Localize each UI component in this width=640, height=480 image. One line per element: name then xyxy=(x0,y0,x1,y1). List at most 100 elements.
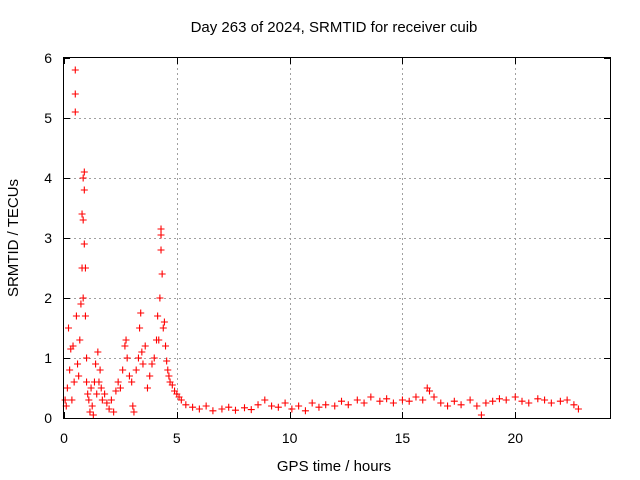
data-point xyxy=(76,336,84,344)
data-point xyxy=(225,403,233,411)
data-point xyxy=(96,366,104,374)
data-point xyxy=(81,312,89,320)
data-point xyxy=(288,405,296,413)
data-point xyxy=(412,393,420,401)
data-point xyxy=(182,401,190,409)
data-point xyxy=(84,390,92,398)
data-point xyxy=(308,399,316,407)
data-point xyxy=(240,404,248,412)
data-point xyxy=(268,402,276,410)
data-point xyxy=(367,393,375,401)
data-point xyxy=(518,397,526,405)
data-point xyxy=(189,403,197,411)
data-point xyxy=(101,390,109,398)
data-point xyxy=(79,216,87,224)
y-tick-label: 0 xyxy=(44,410,52,426)
data-point xyxy=(157,246,165,254)
data-point xyxy=(94,348,102,356)
data-point xyxy=(383,395,391,403)
data-point xyxy=(72,312,80,320)
data-point xyxy=(331,402,339,410)
data-point xyxy=(75,372,83,380)
data-point xyxy=(159,324,167,332)
data-point xyxy=(389,399,397,407)
data-point xyxy=(89,411,97,419)
data-point xyxy=(123,354,131,362)
data-point xyxy=(495,395,503,403)
data-point xyxy=(157,225,165,233)
data-point xyxy=(87,384,95,392)
data-point xyxy=(547,399,555,407)
data-point xyxy=(376,397,384,405)
data-point xyxy=(116,384,124,392)
data-point xyxy=(322,401,330,409)
x-tick-label: 10 xyxy=(282,430,298,446)
data-point xyxy=(134,354,142,362)
x-axis-label: GPS time / hours xyxy=(277,458,391,475)
data-point xyxy=(563,396,571,404)
data-point xyxy=(114,378,122,386)
data-point xyxy=(78,210,86,218)
data-point xyxy=(119,366,127,374)
data-point xyxy=(261,396,269,404)
data-point xyxy=(353,396,361,404)
data-point xyxy=(125,372,133,380)
data-point xyxy=(130,408,138,416)
data-point xyxy=(437,399,445,407)
data-point xyxy=(105,405,113,413)
data-point xyxy=(405,397,413,405)
data-point xyxy=(541,396,549,404)
data-point xyxy=(473,402,481,410)
data-point xyxy=(274,403,282,411)
data-point xyxy=(154,312,162,320)
tick-labels: 0 5 10 15 20 0 1 2 3 4 5 6 xyxy=(44,50,523,446)
data-point xyxy=(95,378,103,386)
data-point xyxy=(218,405,226,413)
data-point xyxy=(247,406,255,414)
data-point xyxy=(398,396,406,404)
data-point xyxy=(315,403,323,411)
data-point xyxy=(92,360,100,368)
data-point xyxy=(477,411,485,419)
data-point xyxy=(419,396,427,404)
data-point xyxy=(81,264,89,272)
data-point xyxy=(77,300,85,308)
data-point xyxy=(86,408,94,416)
x-tick-label: 20 xyxy=(507,430,523,446)
data-point xyxy=(163,357,171,365)
data-point xyxy=(136,324,144,332)
data-point xyxy=(482,399,490,407)
data-point xyxy=(511,393,519,401)
data-point xyxy=(71,66,79,74)
data-point xyxy=(148,360,156,368)
data-point xyxy=(63,384,71,392)
data-point xyxy=(68,396,76,404)
data-point xyxy=(209,407,217,415)
data-point xyxy=(88,402,96,410)
data-point xyxy=(122,336,130,344)
data-point xyxy=(83,354,91,362)
y-tick-label: 6 xyxy=(44,50,52,66)
data-point xyxy=(466,396,474,404)
data-point xyxy=(141,342,149,350)
data-point xyxy=(103,399,111,407)
data-point xyxy=(137,309,145,317)
data-point xyxy=(93,390,101,398)
data-point xyxy=(107,396,115,404)
data-point xyxy=(80,240,88,248)
data-point xyxy=(132,366,140,374)
data-point xyxy=(138,348,146,356)
data-point xyxy=(281,399,289,407)
data-point xyxy=(156,294,164,302)
data-point xyxy=(150,354,158,362)
data-point xyxy=(83,378,91,386)
y-axis-label: SRMTID / TECUs xyxy=(5,179,22,297)
x-tick-label: 15 xyxy=(395,430,411,446)
data-point xyxy=(74,360,82,368)
data-point xyxy=(110,408,118,416)
data-point xyxy=(162,342,170,350)
data-point xyxy=(71,90,79,98)
y-tick-label: 2 xyxy=(44,290,52,306)
data-point xyxy=(165,372,173,380)
